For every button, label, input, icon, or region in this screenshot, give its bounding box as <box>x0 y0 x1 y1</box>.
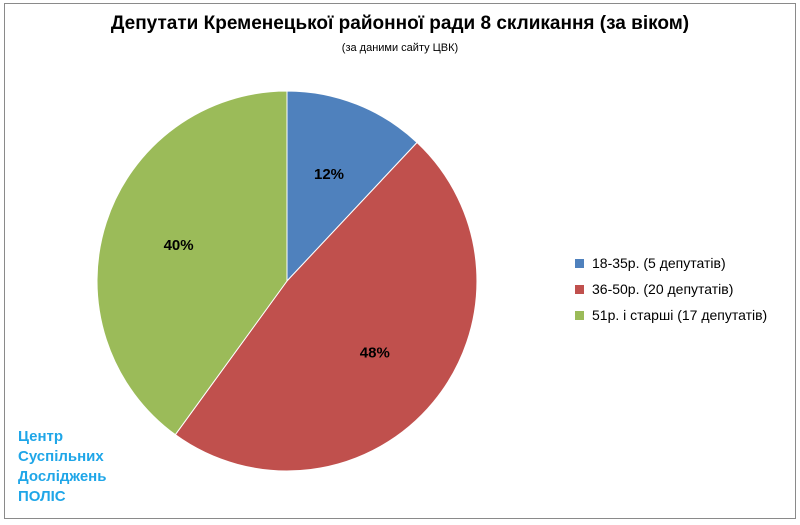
pie-data-labels: 12% 48% 40% <box>164 166 390 362</box>
legend-label: 36-50р. (20 депутатів) <box>592 281 734 297</box>
chart-subtitle: (за даними сайту ЦВК) <box>341 42 459 54</box>
legend-label: 18-35р. (5 депутатів) <box>592 255 726 271</box>
brand-line: Суспільних <box>18 448 104 465</box>
pie-slice <box>96 90 288 436</box>
chart-title: Депутати Кременецької районної ради 8 ск… <box>110 13 690 34</box>
brand-line: Центр <box>18 428 64 445</box>
brand-line: Досліджень <box>18 468 107 485</box>
legend-swatch <box>575 258 584 268</box>
legend-item: 36-50р. (20 депутатів) <box>575 276 767 302</box>
legend-label: 51р. і старші (17 депутатів) <box>592 307 768 323</box>
pie-slice <box>286 90 418 283</box>
legend: 18-35р. (5 депутатів) 36-50р. (20 депута… <box>575 250 767 328</box>
slice-data-label: 40% <box>164 237 194 254</box>
pie-slice <box>174 141 478 472</box>
slice-data-label: 48% <box>360 345 390 362</box>
slice-data-label: 12% <box>314 166 344 183</box>
legend-item: 51р. і старші (17 депутатів) <box>575 302 767 328</box>
pie-slices <box>96 90 478 472</box>
legend-swatch <box>575 284 584 294</box>
legend-swatch <box>575 310 584 320</box>
brand-text: Центр Суспільних Досліджень ПОЛІС <box>18 427 106 507</box>
brand-line: ПОЛІС <box>18 488 66 505</box>
legend-item: 18-35р. (5 депутатів) <box>575 250 767 276</box>
